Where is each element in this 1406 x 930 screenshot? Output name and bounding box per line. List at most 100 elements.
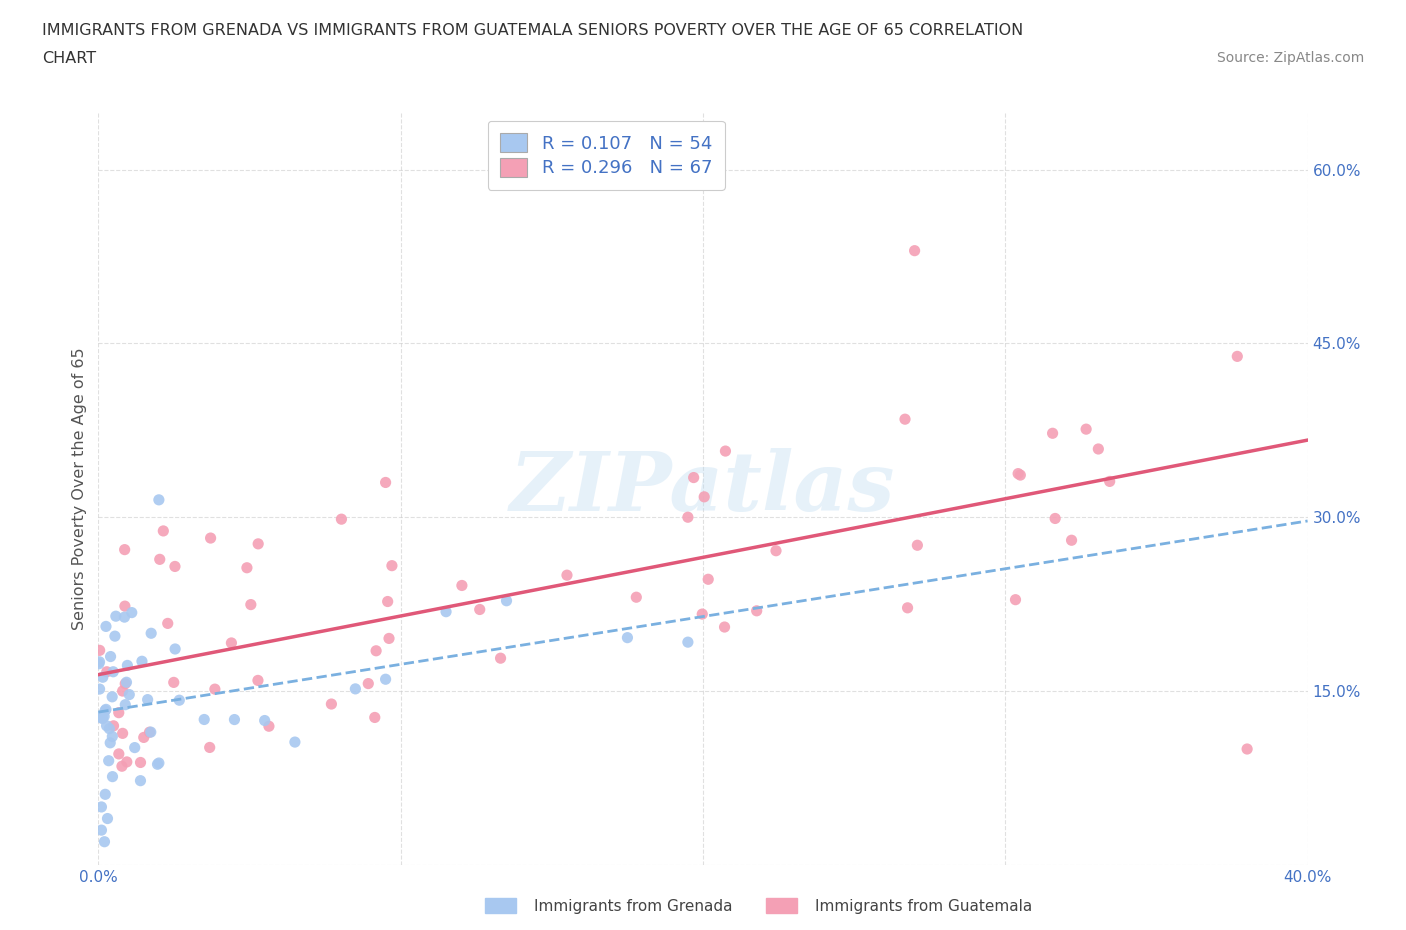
Point: [148, 755, 170, 770]
Point: [111, 759, 134, 774]
Point: [284, 735, 307, 750]
Point: [121, 605, 143, 620]
Point: [90, 800, 112, 815]
Point: [152, 524, 174, 538]
Point: [129, 773, 152, 788]
Point: [100, 649, 122, 664]
Point: [495, 593, 517, 608]
Point: [111, 684, 134, 698]
Point: [236, 560, 259, 575]
Point: [676, 510, 699, 525]
Point: [96, 811, 118, 826]
Point: [93, 709, 115, 724]
Point: [104, 609, 127, 624]
Point: [239, 597, 262, 612]
Point: [253, 713, 276, 728]
Point: [136, 692, 159, 707]
Point: [1226, 349, 1249, 364]
Point: [90, 711, 112, 725]
Point: [89, 643, 111, 658]
Point: [118, 687, 141, 702]
Text: Immigrants from Grenada: Immigrants from Grenada: [534, 899, 733, 914]
Point: [98, 721, 121, 736]
Point: [165, 642, 187, 657]
Point: [149, 551, 172, 566]
Point: [697, 572, 720, 587]
Point: [1098, 474, 1121, 489]
Point: [89, 709, 111, 724]
Point: [91, 670, 114, 684]
Point: [1010, 468, 1032, 483]
Point: [138, 724, 160, 739]
Point: [107, 705, 129, 720]
Point: [321, 697, 343, 711]
Point: [247, 537, 270, 551]
Point: [131, 654, 153, 669]
Point: [1043, 511, 1066, 525]
Bar: [766, 898, 797, 913]
Point: [114, 610, 136, 625]
Point: [93, 834, 115, 849]
Point: [374, 475, 396, 490]
Point: [200, 531, 222, 546]
Point: [378, 631, 401, 645]
Point: [101, 769, 124, 784]
Point: [94, 787, 117, 802]
Point: [344, 682, 367, 697]
Point: [115, 754, 138, 769]
Point: [96, 664, 118, 679]
Point: [117, 658, 139, 672]
Point: [1087, 442, 1109, 457]
Point: [894, 412, 917, 427]
Point: [364, 710, 387, 724]
Point: [101, 689, 124, 704]
Point: [713, 619, 735, 634]
Point: [96, 718, 118, 733]
Point: [489, 651, 512, 666]
Point: [114, 698, 136, 712]
Text: Source: ZipAtlas.com: Source: ZipAtlas.com: [1216, 51, 1364, 65]
Point: [148, 492, 170, 507]
Point: [690, 606, 713, 621]
Point: [114, 676, 136, 691]
Point: [129, 755, 152, 770]
Point: [434, 604, 457, 619]
Point: [257, 719, 280, 734]
Point: [693, 489, 716, 504]
Text: Immigrants from Guatemala: Immigrants from Guatemala: [815, 899, 1033, 914]
Point: [94, 703, 117, 718]
Point: [108, 747, 131, 762]
Point: [114, 599, 136, 614]
Point: [381, 558, 404, 573]
Point: [451, 578, 474, 593]
Legend: R = 0.107   N = 54, R = 0.296   N = 67: R = 0.107 N = 54, R = 0.296 N = 67: [488, 121, 725, 190]
Point: [89, 682, 111, 697]
Point: [163, 559, 186, 574]
Point: [94, 619, 117, 634]
Point: [139, 724, 162, 739]
Point: [198, 740, 221, 755]
Point: [98, 736, 121, 751]
Point: [111, 726, 134, 741]
Point: [1004, 592, 1026, 607]
Point: [1236, 741, 1258, 756]
Point: [87, 657, 110, 671]
Point: [156, 616, 179, 631]
Point: [103, 718, 125, 733]
Text: IMMIGRANTS FROM GRENADA VS IMMIGRANTS FROM GUATEMALA SENIORS POVERTY OVER THE AG: IMMIGRANTS FROM GRENADA VS IMMIGRANTS FR…: [42, 23, 1024, 38]
Point: [163, 675, 186, 690]
Point: [745, 604, 768, 618]
Point: [1060, 533, 1083, 548]
Point: [374, 671, 396, 686]
Point: [682, 471, 704, 485]
Point: [555, 567, 578, 582]
Text: CHART: CHART: [42, 51, 96, 66]
Point: [94, 702, 117, 717]
Point: [714, 444, 737, 458]
Point: [204, 682, 226, 697]
Point: [101, 729, 124, 744]
Point: [146, 757, 169, 772]
Point: [114, 542, 136, 557]
Point: [896, 601, 918, 616]
Point: [676, 634, 699, 649]
